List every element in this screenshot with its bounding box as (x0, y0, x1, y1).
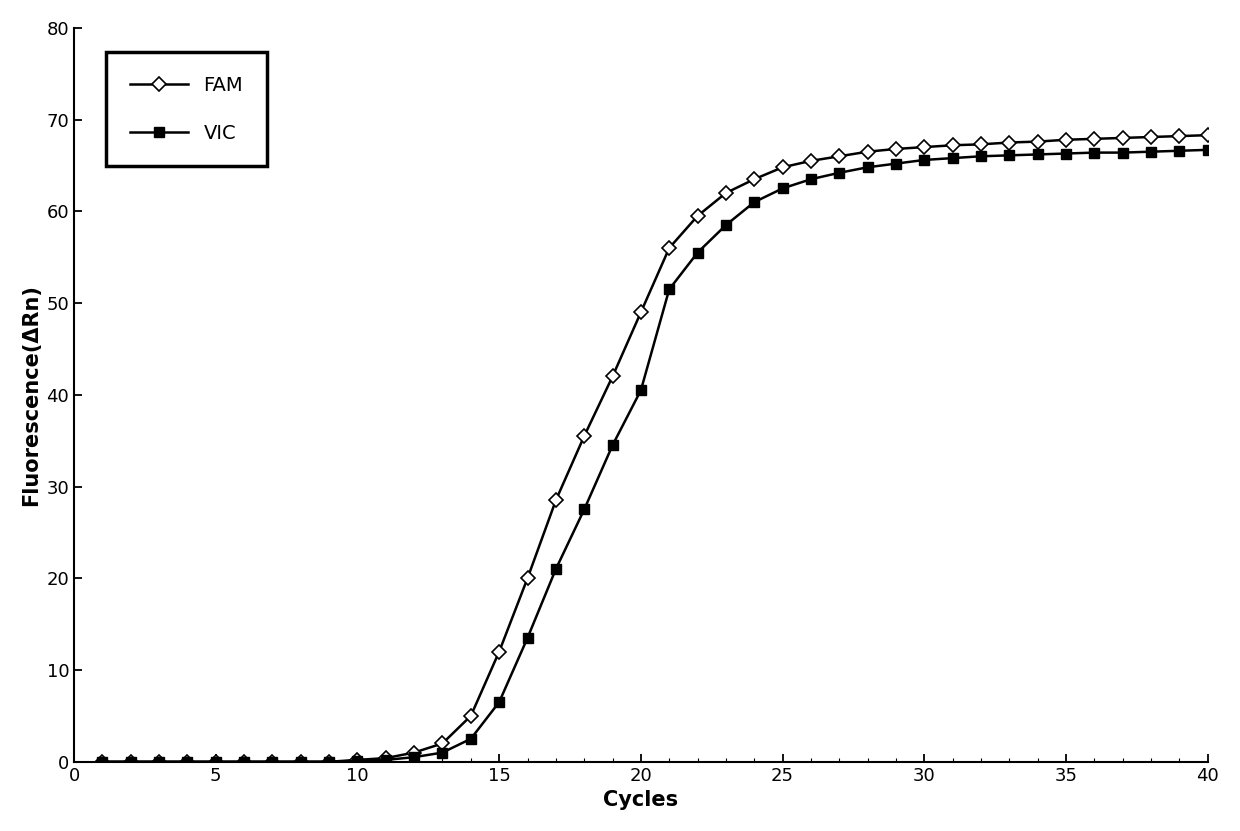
VIC (775, 184, 790, 194)
FAM (237, 757, 252, 767)
FAM (889, 144, 904, 154)
Line: FAM: FAM (98, 130, 1213, 767)
VIC (237, 757, 252, 767)
VIC (889, 159, 904, 169)
VIC (378, 755, 393, 765)
VIC (95, 757, 110, 767)
FAM (945, 140, 960, 150)
VIC (577, 504, 591, 514)
VIC (916, 155, 931, 165)
VIC (520, 633, 534, 643)
FAM (1115, 133, 1130, 143)
VIC (294, 757, 309, 767)
FAM (378, 753, 393, 763)
VIC (605, 440, 620, 450)
FAM (577, 431, 591, 441)
VIC (861, 162, 875, 172)
VIC (350, 756, 365, 766)
FAM (548, 495, 563, 505)
Legend: FAM, VIC: FAM, VIC (107, 52, 267, 166)
FAM (804, 156, 818, 166)
VIC (804, 175, 818, 184)
FAM (95, 757, 110, 767)
VIC (151, 757, 166, 767)
VIC (548, 564, 563, 574)
VIC (1002, 150, 1017, 160)
FAM (321, 757, 336, 767)
FAM (1059, 135, 1074, 145)
VIC (662, 284, 677, 294)
FAM (350, 755, 365, 765)
FAM (151, 757, 166, 767)
VIC (321, 757, 336, 767)
VIC (1143, 147, 1158, 157)
FAM (1087, 134, 1102, 144)
FAM (775, 162, 790, 172)
X-axis label: Cycles: Cycles (604, 790, 678, 810)
VIC (180, 757, 195, 767)
VIC (123, 757, 138, 767)
FAM (973, 140, 988, 150)
VIC (265, 757, 280, 767)
VIC (746, 197, 761, 207)
Y-axis label: Fluorescence(ΔRn): Fluorescence(ΔRn) (21, 284, 41, 506)
FAM (265, 757, 280, 767)
VIC (691, 248, 706, 258)
VIC (1200, 145, 1215, 155)
VIC (1087, 148, 1102, 158)
VIC (407, 752, 422, 762)
FAM (1002, 137, 1017, 147)
FAM (718, 188, 733, 198)
FAM (492, 647, 507, 656)
FAM (180, 757, 195, 767)
FAM (464, 711, 479, 720)
FAM (605, 371, 620, 381)
FAM (208, 757, 223, 767)
VIC (832, 168, 847, 178)
FAM (123, 757, 138, 767)
FAM (1172, 131, 1187, 141)
VIC (464, 734, 479, 744)
VIC (435, 748, 450, 758)
FAM (1200, 130, 1215, 140)
FAM (634, 307, 649, 317)
FAM (662, 243, 677, 253)
VIC (1115, 148, 1130, 158)
VIC (1059, 149, 1074, 159)
VIC (718, 220, 733, 230)
Line: VIC: VIC (98, 145, 1213, 767)
VIC (208, 757, 223, 767)
FAM (832, 151, 847, 161)
VIC (492, 697, 507, 707)
VIC (634, 386, 649, 396)
VIC (1030, 150, 1045, 160)
FAM (746, 175, 761, 184)
VIC (1172, 145, 1187, 155)
FAM (691, 211, 706, 221)
FAM (916, 142, 931, 152)
FAM (520, 573, 534, 583)
FAM (1143, 132, 1158, 142)
VIC (945, 153, 960, 163)
FAM (407, 748, 422, 758)
FAM (435, 739, 450, 749)
FAM (861, 147, 875, 157)
VIC (973, 151, 988, 161)
FAM (1030, 136, 1045, 146)
FAM (294, 757, 309, 767)
